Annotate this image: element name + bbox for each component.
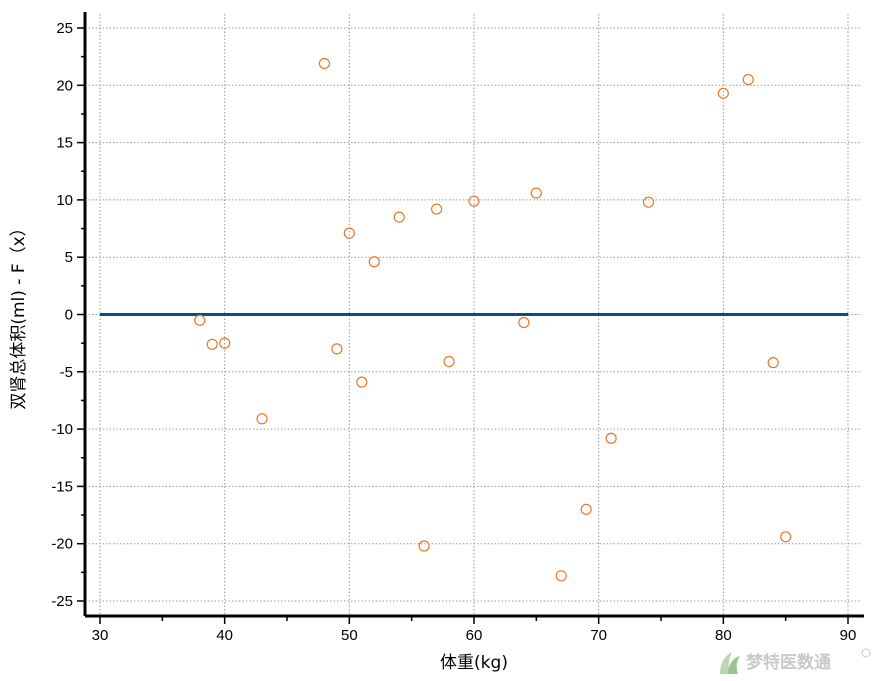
data-point [256,413,268,425]
data-point [580,503,592,515]
data-point [418,540,430,552]
data-points [194,57,792,582]
y-tick-label: -15 [51,478,73,495]
y-tick-label: 15 [56,135,73,152]
data-point [642,196,655,208]
data-point [518,316,530,329]
data-point [780,531,792,543]
y-tick-label: 20 [56,77,73,94]
data-point [443,355,455,368]
x-tick-label: 50 [341,627,358,644]
axes [77,12,864,624]
data-point [206,338,218,350]
watermark-text: 梦特医数通 [746,652,831,673]
y-tick-label: -5 [60,364,73,381]
x-tick-label: 80 [715,627,732,644]
data-point [331,343,343,355]
data-point [767,357,779,369]
data-point [356,376,368,388]
x-tick-label: 60 [466,627,483,644]
x-tick-label: 40 [216,627,233,644]
data-point [194,314,206,326]
data-point [318,57,330,70]
y-axis-title: 双肾总体积(ml) - F（x） [9,219,29,409]
y-tick-label: 25 [56,20,73,37]
data-point [717,87,729,99]
data-point [393,211,405,223]
y-tick-label: -10 [51,421,73,438]
x-tick-label: 30 [92,627,109,644]
y-tick-label: -20 [51,536,73,553]
watermark: 梦特医数通 [720,648,871,674]
data-point [468,195,480,207]
y-tick-label: 5 [65,249,73,266]
y-tick-label: -25 [51,593,73,610]
data-point [368,256,380,268]
x-tick-label: 90 [840,627,857,644]
data-point [605,432,617,444]
data-point [530,187,542,199]
data-point [343,227,355,239]
data-point [555,570,567,582]
data-point [219,337,231,349]
data-point [742,73,754,86]
x-axis-title: 体重(kg) [440,653,508,673]
y-tick-label: 0 [65,307,73,324]
plant-logo-icon [720,652,740,674]
registered-mark-icon [861,648,871,658]
y-tick-label: 10 [56,192,73,209]
x-tick-label: 70 [590,627,607,644]
data-point [431,203,443,215]
